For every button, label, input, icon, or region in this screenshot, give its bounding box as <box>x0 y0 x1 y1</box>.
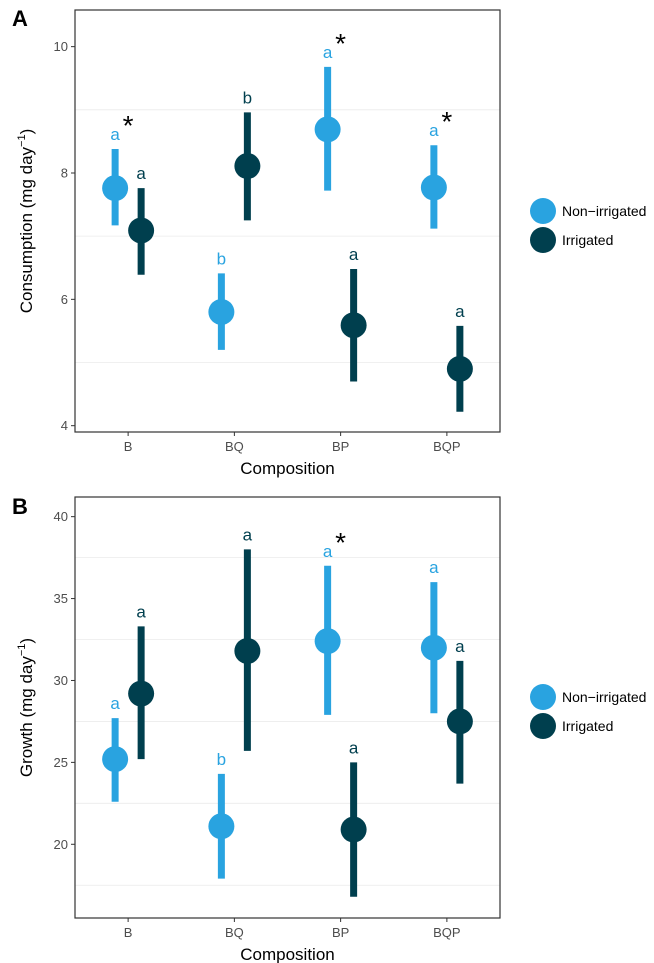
x-tick-label: BQP <box>433 925 460 940</box>
data-point <box>128 217 155 244</box>
data-point <box>102 746 129 773</box>
data-point <box>128 680 155 707</box>
legend-key <box>530 198 556 224</box>
data-point <box>340 816 367 843</box>
data-point <box>420 174 447 201</box>
y-axis-title: Growth (mg day−1) <box>16 638 36 777</box>
y-axis-title-tail: ) <box>17 129 36 135</box>
data-point <box>314 116 341 143</box>
data-point <box>102 175 129 202</box>
x-tick-label: BP <box>332 925 349 940</box>
significance-letter: a <box>136 164 146 183</box>
data-point <box>208 813 235 840</box>
significance-letter: a <box>349 245 359 264</box>
significance-letter: a <box>429 121 439 140</box>
significance-star: * <box>123 110 134 141</box>
y-tick-label: 40 <box>54 509 68 524</box>
data-point <box>314 628 341 655</box>
y-tick-label: 20 <box>54 837 68 852</box>
significance-letter: a <box>110 694 120 713</box>
y-tick-label: 25 <box>54 755 68 770</box>
panel-A: 4 6 8 10 B BQ BP BQP Composition Consumption (mg … <box>12 6 646 478</box>
significance-letter: a <box>136 602 146 621</box>
significance-letter: b <box>217 750 226 769</box>
plot-frame <box>74 496 501 919</box>
y-axis-title-main: Consumption (mg day <box>17 146 36 313</box>
y-axis-title-superscript: −1 <box>16 644 28 657</box>
y-tick-label: 30 <box>54 673 68 688</box>
significance-star: * <box>335 28 346 59</box>
panel-label: B <box>12 494 28 519</box>
significance-letter: a <box>110 125 120 144</box>
significance-letter: b <box>217 249 226 268</box>
significance-letter: a <box>455 637 465 656</box>
x-tick-label: BQ <box>225 925 244 940</box>
significance-letter: a <box>243 525 253 544</box>
y-axis-title: Consumption (mg day−1) <box>16 129 36 314</box>
data-point <box>446 355 473 382</box>
legend-key <box>530 227 556 253</box>
significance-letter: a <box>323 43 333 62</box>
x-tick-label: B <box>124 439 133 454</box>
data-point <box>446 708 473 735</box>
x-axis-title: Composition <box>240 945 335 963</box>
x-tick-label: BQP <box>433 439 460 454</box>
data-point <box>420 634 447 661</box>
legend-label: Irrigated <box>562 718 613 734</box>
significance-letter: a <box>455 302 465 321</box>
y-tick-label: 10 <box>54 39 68 54</box>
y-tick-label: 4 <box>61 418 68 433</box>
legend-key <box>530 684 556 710</box>
panel-B: 20 25 30 35 40 B BQ BP BQP Composition Growth (mg … <box>12 494 646 963</box>
data-point <box>234 153 261 180</box>
legend-label: Irrigated <box>562 232 613 248</box>
plot-frame <box>74 9 501 433</box>
legend-label: Non−irrigated <box>562 203 646 219</box>
data-point <box>234 637 261 664</box>
panel-label: A <box>12 6 28 31</box>
y-axis-title-superscript: −1 <box>16 134 28 147</box>
x-tick-label: BP <box>332 439 349 454</box>
legend-label: Non−irrigated <box>562 689 646 705</box>
significance-letter: a <box>429 558 439 577</box>
data-point <box>208 298 235 325</box>
y-axis-title-main: Growth (mg day <box>17 656 36 777</box>
x-tick-label: BQ <box>225 439 244 454</box>
significance-star: * <box>335 527 346 558</box>
x-tick-label: B <box>124 925 133 940</box>
y-tick-label: 6 <box>61 292 68 307</box>
significance-star: * <box>441 106 452 137</box>
y-axis-title-tail: ) <box>17 638 36 644</box>
x-axis-title: Composition <box>240 459 335 478</box>
data-point <box>340 312 367 339</box>
significance-letter: a <box>323 542 333 561</box>
y-tick-label: 35 <box>54 591 68 606</box>
significance-letter: a <box>349 738 359 757</box>
legend-key <box>530 713 556 739</box>
significance-letter: b <box>243 88 252 107</box>
y-tick-label: 8 <box>61 165 68 180</box>
